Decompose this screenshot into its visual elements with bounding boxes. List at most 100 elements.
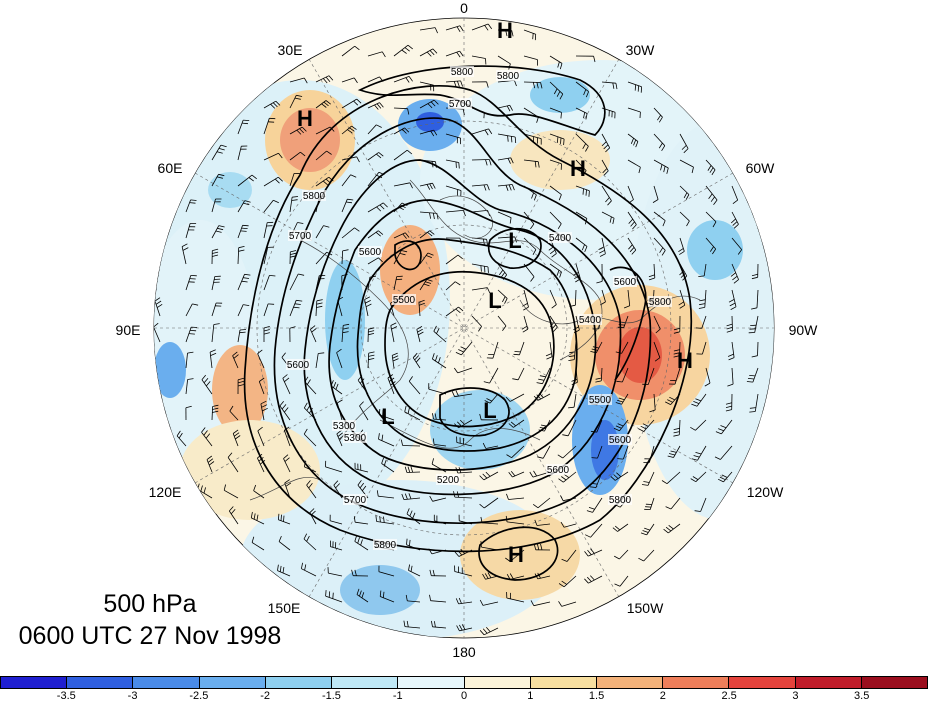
wind-barb bbox=[185, 223, 191, 239]
wind-barb-feather bbox=[717, 478, 724, 483]
wind-barb-feather bbox=[401, 250, 408, 253]
wind-barb bbox=[549, 107, 562, 113]
colorbar-tick-label: 0 bbox=[460, 690, 468, 702]
colorbar-tick-label: -1 bbox=[392, 690, 403, 702]
wind-barb bbox=[457, 471, 473, 474]
wind-barb bbox=[679, 341, 681, 356]
wind-barb-feather bbox=[691, 167, 694, 174]
wind-barb bbox=[497, 133, 516, 138]
wind-barb bbox=[257, 353, 265, 369]
wind-barb-feather bbox=[483, 184, 487, 191]
colorbar-tick-label: -3 bbox=[127, 690, 138, 702]
wind-barb bbox=[315, 100, 327, 109]
wind-barb-feather bbox=[378, 433, 380, 440]
wind-barb bbox=[454, 496, 473, 499]
wind-barb-feather bbox=[695, 398, 702, 402]
longitude-label: 90E bbox=[115, 322, 141, 338]
wind-barb bbox=[445, 50, 460, 57]
colorbar-box bbox=[398, 676, 465, 689]
wind-barb-feather bbox=[635, 141, 639, 148]
wind-barb bbox=[258, 381, 265, 395]
wind-barb-feather bbox=[282, 567, 285, 574]
wind-barb-feather bbox=[455, 352, 462, 356]
wind-barb-feather bbox=[583, 89, 587, 96]
wind-barb bbox=[406, 471, 421, 473]
wind-barb-feather bbox=[306, 535, 310, 542]
wind-barb-feather bbox=[263, 326, 270, 329]
wind-barb bbox=[419, 81, 434, 86]
wind-barb bbox=[647, 367, 655, 385]
wind-barb-feather bbox=[718, 428, 724, 432]
wind-barb-feather bbox=[602, 168, 608, 174]
wind-barb bbox=[390, 325, 395, 343]
wind-barb bbox=[279, 405, 291, 421]
wind-barb-feather bbox=[429, 50, 435, 56]
wind-barb bbox=[376, 521, 395, 525]
wind-barb-feather bbox=[692, 476, 699, 480]
wind-barb-feather bbox=[557, 223, 562, 230]
wind-barb-feather bbox=[510, 470, 516, 477]
wind-barb-feather bbox=[479, 599, 484, 606]
wind-barb-feather bbox=[511, 136, 513, 143]
wind-barb-feather bbox=[540, 543, 543, 550]
wind-barb-feather bbox=[275, 100, 281, 106]
contour-label-background bbox=[546, 464, 570, 475]
wind-barb-feather bbox=[426, 51, 432, 57]
wind-barb bbox=[367, 76, 380, 83]
wind-barb-feather bbox=[581, 244, 585, 251]
wind-barb-feather bbox=[484, 573, 489, 579]
wind-barb bbox=[542, 445, 551, 459]
wind-barb bbox=[627, 289, 631, 306]
wind-barb-feather bbox=[407, 407, 410, 414]
colorbar-tick-label: -2 bbox=[260, 690, 271, 702]
wind-barb bbox=[701, 315, 707, 329]
wind-barb-feather bbox=[726, 323, 733, 327]
wind-barb-feather bbox=[406, 538, 408, 545]
wind-barb bbox=[679, 289, 686, 306]
wind-barb bbox=[471, 23, 489, 31]
wind-barb bbox=[731, 367, 734, 385]
wind-barb bbox=[489, 393, 499, 404]
wind-barb bbox=[549, 341, 553, 357]
wind-barb-feather bbox=[190, 199, 197, 201]
wind-barb bbox=[445, 210, 464, 213]
wind-barb-feather bbox=[419, 302, 425, 306]
wind-barb bbox=[282, 378, 291, 395]
wind-barb-feather bbox=[412, 512, 416, 519]
wind-barb-feather bbox=[613, 474, 619, 479]
wind-barb-feather bbox=[730, 218, 736, 224]
colorbar-box bbox=[265, 676, 333, 689]
wind-barb-feather bbox=[408, 564, 410, 571]
wind-barb bbox=[263, 200, 274, 213]
wind-barb-feather bbox=[558, 601, 563, 607]
contour-label: 5600 bbox=[609, 435, 632, 446]
wind-barb-feather bbox=[426, 255, 432, 258]
wind-barb bbox=[237, 200, 246, 213]
wind-barb bbox=[482, 522, 499, 525]
wind-barb bbox=[549, 315, 558, 328]
wind-barb bbox=[181, 246, 187, 265]
wind-barb-feather bbox=[670, 450, 677, 453]
wind-barb-feather bbox=[514, 236, 517, 243]
wind-barb bbox=[229, 410, 239, 421]
wind-barb-feather bbox=[532, 33, 534, 40]
wind-barb-feather bbox=[243, 202, 250, 206]
wind-barb-feather bbox=[192, 303, 199, 306]
wind-barb-feather bbox=[257, 349, 263, 354]
wind-barb-feather bbox=[533, 194, 537, 201]
wind-barb-feather bbox=[248, 177, 254, 182]
wind-barb-feather bbox=[617, 399, 624, 403]
wind-barb-feather bbox=[732, 275, 738, 281]
wind-barb bbox=[387, 377, 395, 395]
wind-barb-feather bbox=[612, 527, 618, 532]
contour-label: 5800 bbox=[451, 67, 474, 78]
wind-barb-feather bbox=[273, 199, 279, 204]
wind-barb-feather bbox=[561, 476, 567, 481]
contour-label: 5800 bbox=[497, 71, 520, 82]
wind-barb-feather bbox=[381, 434, 384, 441]
wind-barb bbox=[497, 211, 512, 218]
wind-barb-feather bbox=[715, 431, 722, 435]
contour-label-background bbox=[343, 432, 367, 443]
wind-barb bbox=[354, 541, 369, 551]
wind-barb bbox=[391, 355, 395, 369]
